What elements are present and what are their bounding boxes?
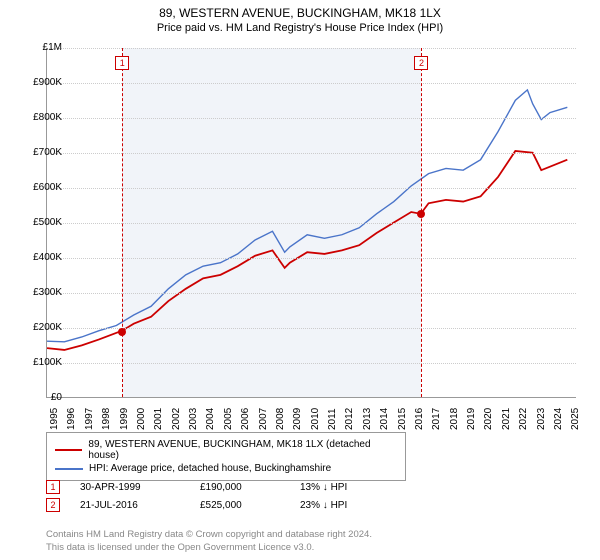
y-axis-label: £500K (12, 217, 62, 228)
plot-area: 12 (46, 48, 576, 398)
x-axis-label: 2025 (570, 408, 581, 430)
x-axis-label: 1996 (66, 408, 77, 430)
legend-label: HPI: Average price, detached house, Buck… (89, 463, 331, 474)
transaction-delta: 23% ↓ HPI (300, 500, 347, 511)
x-axis-label: 2017 (431, 408, 442, 430)
x-axis-label: 2000 (136, 408, 147, 430)
gridline (47, 48, 576, 49)
x-axis-label: 1999 (119, 408, 130, 430)
x-axis-label: 2008 (275, 408, 286, 430)
transaction-delta: 13% ↓ HPI (300, 482, 347, 493)
y-axis-label: £100K (12, 357, 62, 368)
transaction-row: 1 30-APR-1999 £190,000 13% ↓ HPI (46, 478, 347, 496)
y-axis-label: £600K (12, 182, 62, 193)
y-axis-label: £300K (12, 287, 62, 298)
footer-attribution: Contains HM Land Registry data © Crown c… (46, 529, 372, 554)
x-axis-label: 2013 (362, 408, 373, 430)
transaction-row-marker: 1 (46, 480, 60, 494)
gridline (47, 118, 576, 119)
x-axis-label: 1998 (101, 408, 112, 430)
y-axis-label: £400K (12, 252, 62, 263)
y-axis-label: £900K (12, 77, 62, 88)
y-axis-label: £200K (12, 322, 62, 333)
x-axis-label: 2014 (379, 408, 390, 430)
legend-row: HPI: Average price, detached house, Buck… (55, 462, 397, 475)
x-axis-label: 2022 (518, 408, 529, 430)
transaction-vline (122, 48, 123, 397)
x-axis-label: 2006 (240, 408, 251, 430)
gridline (47, 223, 576, 224)
legend-box: 89, WESTERN AVENUE, BUCKINGHAM, MK18 1LX… (46, 432, 406, 481)
x-axis-label: 2024 (553, 408, 564, 430)
transaction-marker: 2 (414, 56, 428, 70)
transaction-dot (118, 328, 126, 336)
x-axis-label: 2001 (153, 408, 164, 430)
x-axis-label: 2009 (292, 408, 303, 430)
y-axis-label: £700K (12, 147, 62, 158)
chart-container: { "title": "89, WESTERN AVENUE, BUCKINGH… (0, 0, 600, 560)
x-axis-label: 2015 (397, 408, 408, 430)
transaction-price: £190,000 (200, 482, 280, 493)
transaction-table: 1 30-APR-1999 £190,000 13% ↓ HPI 2 21-JUL-201… (46, 478, 347, 514)
x-axis-label: 1997 (84, 408, 95, 430)
x-axis-label: 2012 (344, 408, 355, 430)
x-axis-label: 2019 (466, 408, 477, 430)
legend-swatch (55, 449, 82, 451)
x-axis-label: 2016 (414, 408, 425, 430)
legend-label: 89, WESTERN AVENUE, BUCKINGHAM, MK18 1LX… (88, 439, 397, 461)
chart-title: 89, WESTERN AVENUE, BUCKINGHAM, MK18 1LX (0, 0, 600, 20)
x-axis-label: 2020 (483, 408, 494, 430)
transaction-vline (421, 48, 422, 397)
transaction-row-marker: 2 (46, 498, 60, 512)
transaction-marker: 1 (115, 56, 129, 70)
gridline (47, 83, 576, 84)
gridline (47, 153, 576, 154)
gridline (47, 328, 576, 329)
legend-row: 89, WESTERN AVENUE, BUCKINGHAM, MK18 1LX… (55, 438, 397, 462)
legend-swatch (55, 468, 83, 470)
x-axis-label: 2021 (501, 408, 512, 430)
x-axis-label: 2002 (171, 408, 182, 430)
y-axis-label: £1M (12, 42, 62, 53)
x-axis-label: 2018 (449, 408, 460, 430)
chart-subtitle: Price paid vs. HM Land Registry's House … (0, 20, 600, 40)
gridline (47, 188, 576, 189)
x-axis-label: 2007 (258, 408, 269, 430)
x-axis-label: 2005 (223, 408, 234, 430)
transaction-date: 30-APR-1999 (80, 482, 180, 493)
footer-line-1: Contains HM Land Registry data © Crown c… (46, 529, 372, 541)
gridline (47, 363, 576, 364)
x-axis-label: 2010 (310, 408, 321, 430)
x-axis-label: 1995 (49, 408, 60, 430)
transaction-dot (417, 210, 425, 218)
transaction-row: 2 21-JUL-2016 £525,000 23% ↓ HPI (46, 496, 347, 514)
series-line (47, 90, 567, 342)
x-axis-label: 2004 (205, 408, 216, 430)
x-axis-label: 2023 (536, 408, 547, 430)
x-axis-label: 2011 (327, 408, 338, 430)
footer-line-2: This data is licensed under the Open Gov… (46, 542, 372, 554)
x-axis-label: 2003 (188, 408, 199, 430)
transaction-price: £525,000 (200, 500, 280, 511)
y-axis-label: £0 (12, 392, 62, 403)
y-axis-label: £800K (12, 112, 62, 123)
gridline (47, 258, 576, 259)
transaction-date: 21-JUL-2016 (80, 500, 180, 511)
gridline (47, 293, 576, 294)
